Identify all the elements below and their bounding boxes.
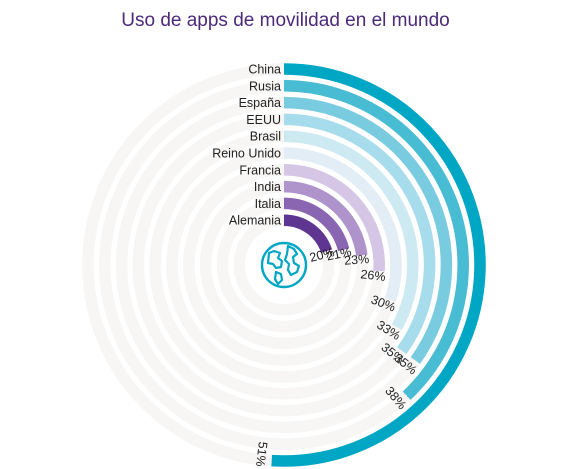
bar-alemania bbox=[283, 214, 333, 254]
category-label-alemania: Alemania bbox=[229, 214, 281, 228]
category-label-rusia: Rusia bbox=[249, 79, 281, 93]
value-label-china: 51% bbox=[253, 441, 270, 468]
bar-china bbox=[271, 63, 486, 467]
category-label-espana: España bbox=[239, 96, 281, 110]
bar-eeuu bbox=[283, 113, 436, 354]
category-label-italia: Italia bbox=[255, 197, 281, 211]
bar-rusia bbox=[283, 80, 469, 400]
bar-espana bbox=[283, 96, 453, 364]
value-label-italia: 21% bbox=[325, 245, 352, 264]
value-label-india: 23% bbox=[344, 252, 370, 268]
category-labels: China Rusia España EEUU Brasil Reino Unido Fra… bbox=[212, 63, 281, 228]
category-label-china: China bbox=[248, 63, 281, 77]
category-label-brasil: Brasil bbox=[250, 130, 281, 144]
category-label-eeuu: EEUU bbox=[246, 113, 281, 127]
category-label-india: India bbox=[254, 180, 281, 194]
bar-francia bbox=[283, 164, 385, 272]
bars bbox=[271, 63, 486, 467]
category-label-reino-unido: Reino Unido bbox=[212, 147, 281, 161]
bar-india bbox=[283, 180, 368, 257]
category-label-francia: Francia bbox=[239, 163, 281, 177]
value-label-francia: 26% bbox=[360, 267, 387, 284]
value-label-alemania: 20% bbox=[308, 245, 336, 265]
bar-italia bbox=[283, 197, 350, 252]
chart-title: Uso de apps de movilidad en el mundo bbox=[121, 10, 450, 31]
bar-brasil bbox=[283, 130, 419, 330]
bar-reino-unido bbox=[283, 147, 402, 302]
globe-icon bbox=[260, 241, 308, 289]
